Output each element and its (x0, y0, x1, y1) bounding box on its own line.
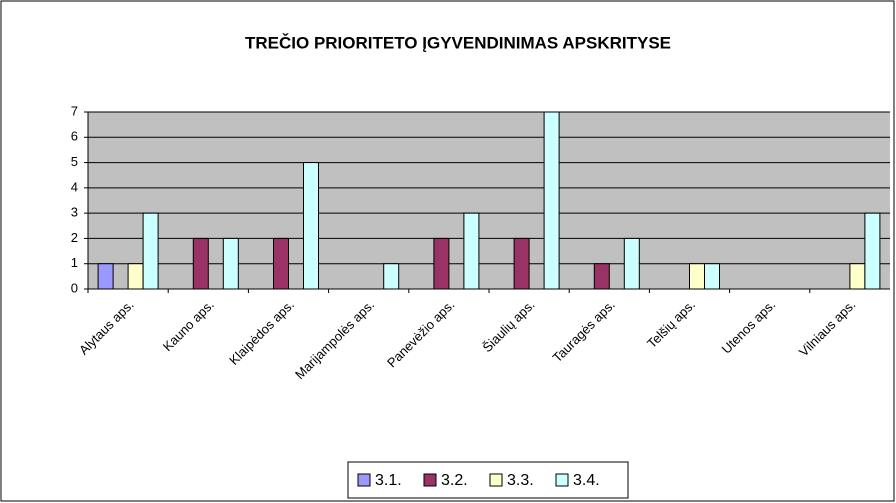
bar (303, 162, 319, 290)
bar (704, 263, 720, 290)
plot-background (88, 112, 890, 289)
bar (543, 111, 560, 290)
bar (463, 212, 480, 290)
bar (849, 263, 866, 290)
bar (593, 263, 610, 290)
y-tick-label: 0 (71, 280, 78, 295)
bar (273, 237, 289, 290)
legend-swatch (423, 473, 437, 487)
legend-label: 3.1. (375, 472, 402, 489)
y-tick-label: 7 (71, 103, 78, 118)
bar (513, 237, 530, 290)
bar (383, 263, 400, 290)
legend: 3.1. 3.2. 3.3. 3.4. (347, 461, 629, 499)
bar (142, 212, 159, 290)
y-tick-label: 3 (71, 205, 78, 220)
bar (192, 237, 209, 290)
legend-label: 3.4. (573, 472, 600, 489)
legend-label: 3.2. (441, 472, 468, 489)
y-tick-label: 6 (71, 129, 78, 144)
bar (433, 237, 450, 290)
bar (623, 237, 640, 290)
y-tick-label: 4 (71, 179, 78, 194)
bar (689, 263, 705, 290)
chart-title: TREČIO PRIORITETO ĮGYVENDINIMAS APSKRITY… (245, 33, 671, 52)
legend-label: 3.3. (507, 472, 534, 489)
bar (222, 237, 239, 290)
y-tick-label: 5 (71, 154, 78, 169)
legend-swatch (555, 473, 569, 487)
bar (97, 263, 114, 290)
legend-box (347, 461, 629, 499)
legend-swatch (489, 473, 503, 487)
y-tick-label: 2 (71, 230, 78, 245)
y-tick-label: 1 (71, 255, 78, 270)
legend-swatch (357, 473, 371, 487)
bar (864, 212, 881, 290)
bar (127, 263, 144, 290)
